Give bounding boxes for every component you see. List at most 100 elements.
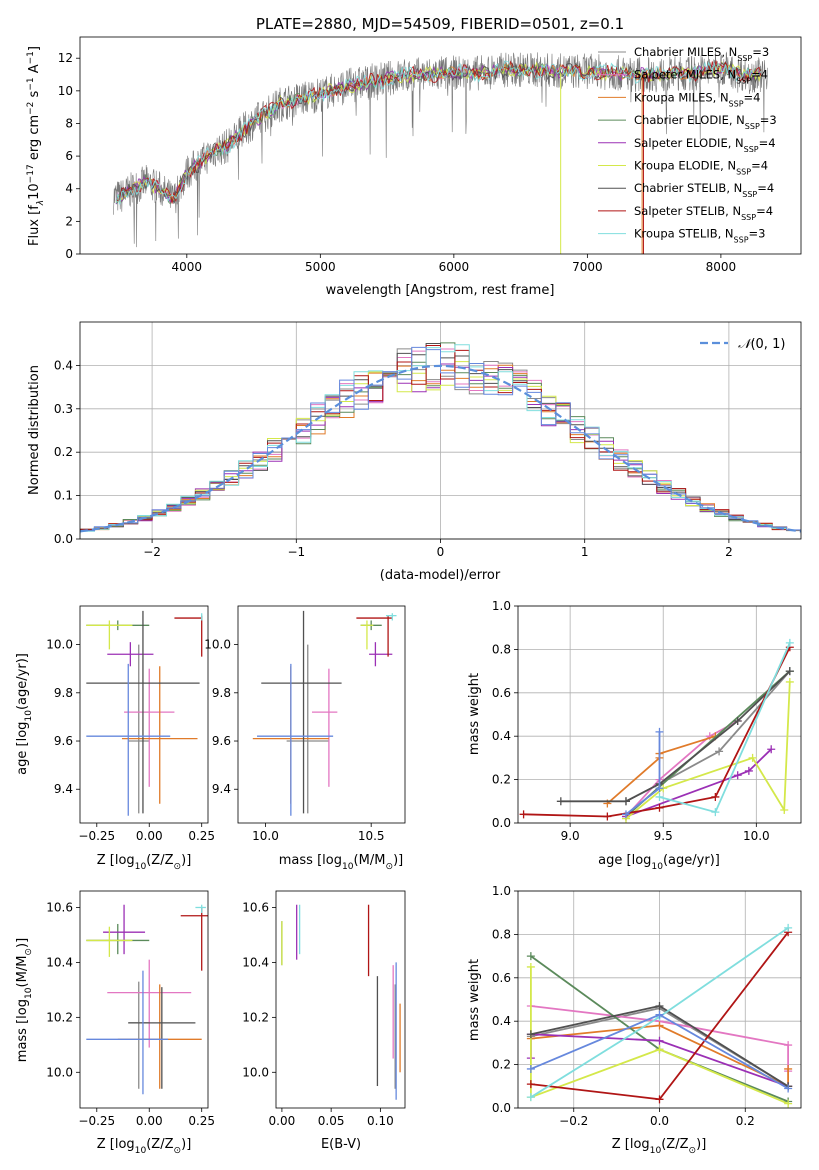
y-tick-label: 0.0 [492,1101,511,1115]
x-tick-label: 0 [437,545,445,559]
errorbar-salpeter-miles [124,668,175,787]
plot-area [252,610,397,816]
errorbar-salpeter-stelib [174,615,203,657]
x-tick-label: 10.0 [252,829,279,843]
y-tick-label: 12 [58,51,73,65]
y-tick-label: 10.0 [204,638,231,652]
y-tick-label: 10 [58,84,73,98]
errorbar-chabrier-miles [128,644,150,814]
data-point-marker [784,1099,793,1108]
x-tick-label: 0.00 [136,1114,163,1128]
y-tick-label: 0.3 [54,402,73,416]
x-axis-label: E(B-V) [321,1137,361,1152]
plot-area [86,610,203,816]
data-point-marker [733,717,742,726]
data-point-marker [519,810,528,819]
x-tick-label: −0.25 [78,1114,115,1128]
legend-label: Salpeter ELODIE, NSSP=4 [634,136,776,154]
data-point-marker [655,784,664,793]
y-tick-label: 9.6 [54,734,73,748]
y-axis-label: mass [log10(M/M⊙)] [15,938,34,1062]
axes-frame [79,605,209,824]
chart-title: PLATE=2880, MJD=54509, FIBERID=0501, z=0… [256,15,624,33]
axes-mass_vs_Z: −0.25 0.00 0.25 10.0 10.2 10.4 10.6 Z [log10(Z/… [15,890,215,1156]
errorbar-extra [257,663,334,816]
data-point-marker [655,803,664,812]
errorbar-chabrier-stelib [261,610,342,814]
y-tick-label: 10.6 [242,900,269,914]
legend-label: Salpeter STELIB, NSSP=4 [634,204,773,222]
legend: Chabrier MILES, NSSP=3 Salpeter MILES, NS… [598,45,777,244]
data-point-marker [785,638,794,647]
data-point-marker [655,1045,664,1054]
errorbar-chabrier-elodie [86,923,150,955]
errorbar-salpeter-stelib [180,907,208,971]
hist-step-extra [80,346,801,534]
x-axis-label: mass [log10(M/M⊙)] [279,853,403,872]
x-tick-label: 9.5 [654,829,673,843]
data-point-marker [526,1030,535,1039]
axes-frame [237,605,406,824]
y-tick-label: 0.8 [492,642,511,656]
y-tick-label: 10.0 [46,638,73,652]
errorbar-kroupa-elodie [86,620,133,650]
plot-area [86,904,208,1095]
data-point-marker [715,747,724,756]
axes-residuals: −2 −1 0 1 2 0.0 0.1 0.2 0.3 0.4 (data-model)/error… [27,321,802,583]
y-tick-label: 10.0 [242,1065,269,1079]
data-point-marker [784,923,793,932]
x-axis-label: Z [log10(Z/Z⊙)] [612,1137,707,1156]
plot-area [526,923,793,1108]
y-axis-label: Flux [fλ10−17 erg cm−2 s−1 A−1] [26,46,46,246]
y-tick-label: 6 [65,149,73,163]
axes-mass_vs_ebv: 0.00 0.05 0.10 10.0 10.2 10.4 10.6 E(B-V) [242,890,406,1152]
data-point-marker [767,745,776,754]
y-tick-label: 9.4 [54,782,73,796]
y-tick-label: 0.4 [492,1014,511,1028]
data-point-marker [785,677,794,686]
axes-frame [79,890,209,1109]
y-tick-label: 0.2 [54,445,73,459]
series-line [530,1024,789,1088]
y-tick-label: 9.4 [212,782,231,796]
axes-frame [517,890,802,1109]
x-tick-label: 1 [581,545,589,559]
data-point-marker [526,1064,535,1073]
data-point-marker [748,753,757,762]
y-tick-label: 8 [65,116,73,130]
data-point-marker [711,792,720,801]
y-tick-label: 10.4 [46,955,73,969]
x-axis-label: Z [log10(Z/Z⊙)] [97,853,192,872]
x-tick-label: 6000 [439,260,470,274]
y-axis-label: mass weight [467,673,482,755]
errorbar-kroupa-miles [121,666,198,804]
x-tick-label: 8000 [706,260,737,274]
x-tick-label: −2 [143,545,161,559]
y-axis-label: Normed distribution [27,365,42,495]
series-salpeter-stelib [519,643,794,821]
errorbar-chabrier-miles [286,644,329,814]
y-axis-label: mass weight [467,959,482,1041]
data-point-marker [785,667,794,676]
y-tick-label: 10.6 [46,900,73,914]
data-point-marker [655,1095,664,1104]
legend-label: Chabrier ELODIE, NSSP=3 [634,113,777,131]
x-tick-label: 9.0 [561,829,580,843]
y-tick-label: 0.1 [54,489,73,503]
x-tick-label: 10.0 [743,829,770,843]
y-tick-label: 0.0 [54,532,73,546]
x-axis-label: age [log10(age/yr)] [598,853,720,872]
legend-label: Chabrier STELIB, NSSP=4 [634,181,774,199]
data-point-marker [711,808,720,817]
data-point-marker [621,797,630,806]
x-tick-label: 4000 [172,260,203,274]
legend-label: Kroupa STELIB, NSSP=3 [634,227,765,245]
axes-weight_vs_age: 9.0 9.5 10.0 0.0 0.2 0.4 0.6 0.8 1.0 age [log10(a… [467,599,802,872]
errorbar-chabrier-stelib [128,987,196,1089]
x-tick-label: 0.25 [188,829,215,843]
x-tick-label: 5000 [305,260,336,274]
y-tick-label: 10.2 [242,1010,269,1024]
data-point-marker [655,1010,664,1019]
legend-label: Kroupa ELODIE, NSSP=4 [634,159,768,177]
data-point-marker [784,1064,793,1073]
